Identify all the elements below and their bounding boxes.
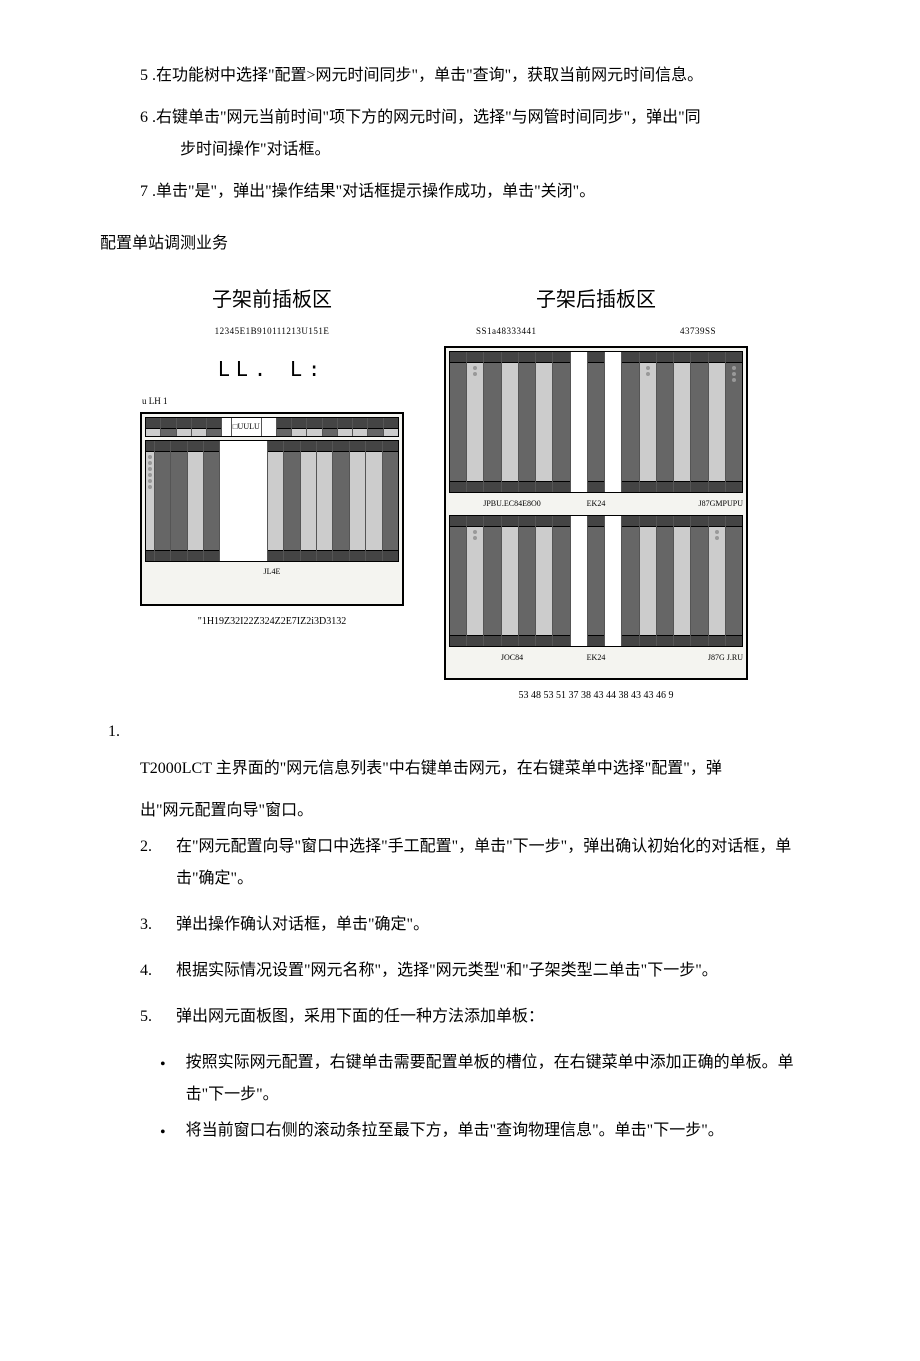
- back-caption: 53 48 53 51 37 38 43 44 38 43 43 46 9: [519, 686, 674, 706]
- bullet-1-text: 按照实际网元配置，右键单击需要配置单板的槽位，在右键菜单中添加正确的单板。单击"…: [186, 1047, 820, 1111]
- back-row1-labels: JPBU.EC84E8O0 EK24 J87GMPUPU: [449, 496, 743, 512]
- back-chassis: JPBU.EC84E8O0 EK24 J87GMPUPU: [444, 346, 748, 680]
- front-shelf-main: [145, 440, 399, 562]
- back-shelf-lower: [449, 515, 743, 647]
- step-text-5: .在功能树中选择"配置>网元时间同步"，单击"查询"，获取当前网元时间信息。: [152, 67, 703, 84]
- front-bottom-label: JL4E: [145, 564, 399, 580]
- front-glyphs: LL. L:: [218, 349, 326, 389]
- step-1-marker: 1.: [108, 716, 820, 748]
- back-shelf-upper: [449, 351, 743, 493]
- para-after-fig-1: T2000LCT 主界面的"网元信息列表"中右键单击网元，在右键菜单中选择"配置…: [140, 748, 820, 790]
- step-6: 6 .右键单击"网元当前时间"项下方的网元时间，选择"与网管时间同步"，弹出"同…: [140, 102, 820, 166]
- step-4: 4.根据实际情况设置"网元名称"，选择"网元类型"和"子架类型二单击"下一步"。: [140, 955, 820, 987]
- back-sub-left: SS1a48333441: [476, 322, 537, 340]
- para-after-fig: T2000LCT 主界面的"网元信息列表"中右键单击网元，在右键菜单中选择"配置…: [140, 748, 820, 831]
- front-lower-label: u LH 1: [142, 392, 402, 410]
- bottom-steps: 2.在"网元配置向导"窗口中选择"手工配置"，单击"下一步"，弹出确认初始化的对…: [140, 831, 820, 1033]
- step-num-5: 5: [140, 67, 148, 84]
- front-title: 子架前插板区: [212, 280, 332, 320]
- step-7: 7 .单击"是"，弹出"操作结果"对话框提示操作成功，单击"关闭"。: [140, 176, 820, 208]
- step-2: 2.在"网元配置向导"窗口中选择"手工配置"，单击"下一步"，弹出确认初始化的对…: [140, 831, 820, 895]
- step-6-cont: 步时间操作"对话框。: [180, 134, 820, 166]
- step-5: 5 .在功能树中选择"配置>网元时间同步"，单击"查询"，获取当前网元时间信息。: [140, 60, 820, 92]
- bullet-icon: •: [160, 1117, 166, 1149]
- section-heading: 配置单站调测业务: [100, 228, 820, 260]
- figure-row: 子架前插板区 12345E1B910111213U151E LL. L: u L…: [140, 280, 820, 706]
- step-num-6: 6: [140, 109, 148, 126]
- bullet-2: • 将当前窗口右侧的滚动条拉至最下方，单击"查询物理信息"。单击"下一步"。: [160, 1115, 820, 1149]
- back-sub-right: 43739SS: [680, 322, 716, 340]
- front-bottom-row: JL4E: [145, 565, 399, 579]
- front-mid-label: □UULU: [232, 418, 262, 436]
- front-chassis-col: 子架前插板区 12345E1B910111213U151E LL. L: u L…: [140, 280, 404, 632]
- bullet-2-text: 将当前窗口右侧的滚动条拉至最下方，单击"查询物理信息"。单击"下一步"。: [186, 1115, 724, 1149]
- front-glyph-row: LL. L:: [142, 346, 402, 392]
- step-text-6: .右键单击"网元当前时间"项下方的网元时间，选择"与网管时间同步"，弹出"同: [152, 109, 701, 126]
- back-row2-labels: JOC84 EK24 J87G J.RU: [449, 650, 743, 666]
- bullet-1: • 按照实际网元配置，右键单击需要配置单板的槽位，在右键菜单中添加正确的单板。单…: [160, 1047, 820, 1111]
- bullet-icon: •: [160, 1049, 166, 1111]
- front-sub: 12345E1B910111213U151E: [215, 322, 330, 340]
- front-shelf-top: □UULU: [145, 417, 399, 437]
- front-caption: "1H19Z32I22Z324Z2E7IZ2i3D3132: [198, 612, 347, 632]
- para-after-fig-2: 出"网元配置向导"窗口。: [140, 790, 820, 832]
- step-num-7: 7: [140, 183, 148, 200]
- step-5b: 5.弹出网元面板图，采用下面的任一种方法添加单板：: [140, 1001, 820, 1033]
- step-text-7: .单击"是"，弹出"操作结果"对话框提示操作成功，单击"关闭"。: [152, 183, 595, 200]
- front-chassis: □UULU: [140, 412, 404, 606]
- back-chassis-col: 子架后插板区 SS1a48333441 43739SS: [444, 280, 748, 706]
- step-3: 3.弹出操作确认对话框，单击"确定"。: [140, 909, 820, 941]
- back-title: 子架后插板区: [536, 280, 656, 320]
